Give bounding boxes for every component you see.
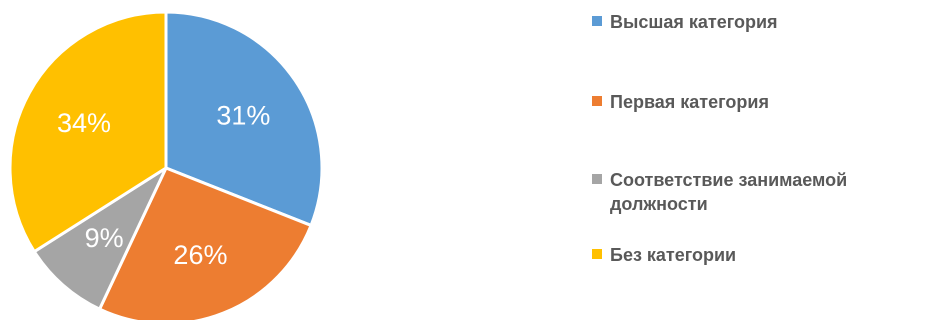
- pie-slice-4: [8, 10, 168, 254]
- slice-data-label: 31%: [216, 100, 270, 130]
- slice-data-label: 26%: [173, 240, 227, 270]
- legend-item-2: Первая категория: [592, 90, 930, 114]
- legend-item-1: Высшая категория: [592, 10, 930, 34]
- legend-swatch: [592, 16, 602, 26]
- legend-label: Соответствие занимаемой должности: [610, 170, 848, 214]
- legend: Высшая категория Первая категория Соотве…: [592, 0, 937, 320]
- legend-label: Высшая категория: [610, 12, 778, 32]
- legend-swatch: [592, 249, 602, 259]
- legend-label: Без категории: [610, 245, 737, 265]
- legend-swatch: [592, 174, 602, 184]
- pie-slice-2: [98, 166, 313, 320]
- pie-slice-3: [32, 166, 168, 311]
- legend-label: Первая категория: [610, 92, 769, 112]
- legend-swatch: [592, 96, 602, 106]
- pie-slice-1: [164, 10, 324, 227]
- slice-data-label: 9%: [85, 223, 124, 253]
- slice-data-label: 34%: [57, 108, 111, 138]
- legend-item-3: Соответствие занимаемой должности: [592, 168, 930, 216]
- pie-plot: 31% 26% 9% 34%: [8, 10, 324, 320]
- legend-item-4: Без категории: [592, 243, 930, 267]
